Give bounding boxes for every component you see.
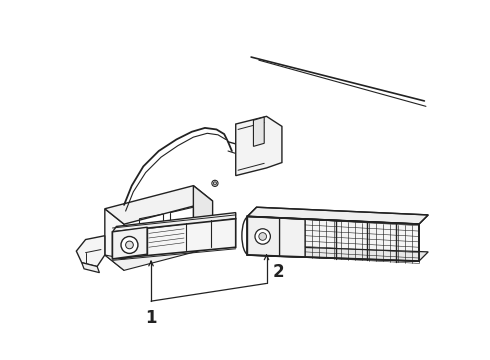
- Polygon shape: [105, 228, 213, 270]
- Polygon shape: [105, 209, 124, 270]
- Circle shape: [212, 180, 218, 186]
- Text: 1: 1: [145, 309, 157, 327]
- Polygon shape: [236, 116, 282, 176]
- Polygon shape: [194, 186, 213, 243]
- Polygon shape: [76, 236, 105, 266]
- Text: 2: 2: [273, 263, 284, 281]
- Polygon shape: [82, 263, 99, 273]
- Polygon shape: [113, 227, 147, 259]
- Polygon shape: [247, 246, 428, 261]
- Polygon shape: [280, 218, 305, 257]
- Polygon shape: [247, 216, 419, 261]
- Polygon shape: [253, 117, 264, 147]
- Circle shape: [259, 233, 267, 240]
- Polygon shape: [113, 213, 236, 234]
- Circle shape: [121, 237, 138, 253]
- Circle shape: [125, 241, 133, 249]
- Polygon shape: [113, 219, 236, 259]
- Circle shape: [214, 182, 217, 185]
- Polygon shape: [247, 216, 280, 256]
- Polygon shape: [113, 232, 117, 259]
- Circle shape: [255, 229, 270, 244]
- Polygon shape: [105, 186, 213, 224]
- Polygon shape: [247, 207, 428, 224]
